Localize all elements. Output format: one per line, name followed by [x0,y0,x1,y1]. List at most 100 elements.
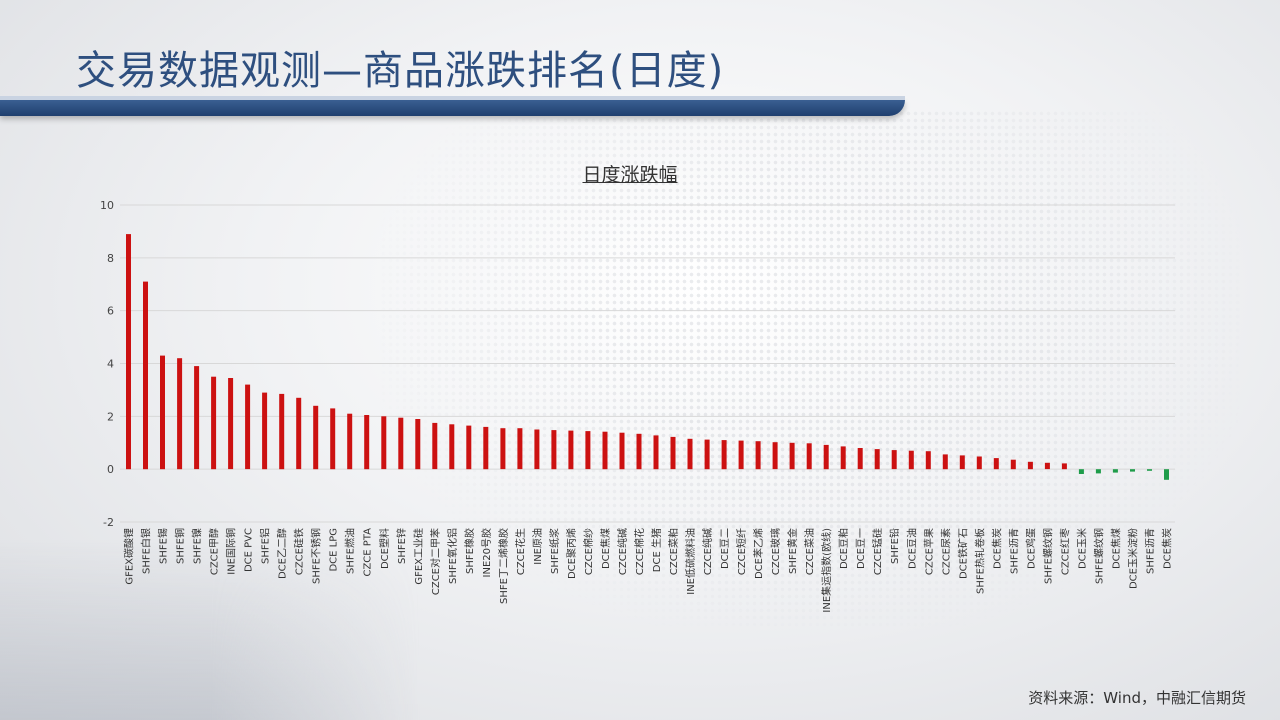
x-tick-label: SHFE铅 [888,528,901,564]
x-tick-label: CZCE甲醇 [208,528,221,575]
bar [704,439,710,470]
background-city-skyline [0,540,420,720]
bar [194,366,200,470]
x-tick-label: SHFE螺纹钢 [1041,528,1054,584]
bar [738,440,744,470]
x-tick-label: DCE苯乙烯 [752,528,765,579]
bar [636,433,642,470]
bar [568,430,574,470]
bar [1010,459,1016,470]
x-tick-label: DCE鸡蛋 [1024,528,1037,569]
y-tick-label: 6 [107,305,114,318]
x-tick-label: CZCE菜粕 [667,528,680,575]
bar [262,392,268,470]
bar [602,431,608,470]
y-tick-label: 8 [107,252,114,265]
page-title: 交易数据观测—商品涨跌排名(日度) [76,48,725,94]
bar [177,358,183,470]
bar [874,449,880,470]
x-tick-label: CZCE尿素 [939,528,952,575]
bar [211,376,217,470]
y-tick-label: 10 [100,199,114,212]
x-tick-label: SHFE黄金 [786,528,799,574]
bar [296,397,302,470]
x-tick-label: CZCE红枣 [1058,528,1071,575]
bar [619,432,625,470]
x-tick-label: CZCE锰硅 [871,528,884,575]
x-tick-label: DCE铁矿石 [956,528,969,579]
bar [891,450,897,470]
bar [772,442,778,470]
x-tick-label: DCE豆二 [719,528,731,569]
source-note: 资料来源：Wind，中融汇信期货 [1028,689,1246,707]
x-tick-label: SHFE橡胶 [463,528,476,574]
bar [364,415,370,470]
x-tick-label: SHFE锌 [395,528,408,564]
bar [466,425,472,470]
x-tick-label: CZCE棉花 [633,528,646,575]
x-tick-label: CZCE短纤 [735,528,748,575]
y-tick-label: 4 [107,358,114,371]
bar [1078,469,1084,474]
bar [160,355,165,470]
bar [500,428,506,470]
x-tick-label: SHFE氧化铝 [446,528,459,584]
bar [653,435,659,470]
x-tick-label: DCE豆一 [855,528,867,569]
bar [517,428,523,470]
bar [449,424,455,470]
x-tick-label: SHFE沥青 [1144,528,1157,574]
bar [1112,469,1118,473]
chart-title: 日度涨跌幅 [582,164,678,186]
bar [551,430,557,470]
x-tick-label: SHFE丁二烯橡胶 [497,528,510,604]
bar [228,378,234,470]
x-tick-label: DCE焦炭 [990,528,1003,569]
x-tick-label: SHFE螺纹钢 [1092,528,1105,584]
x-tick-label: GFEX碳酸锂 [123,528,136,585]
bar-series [126,234,1169,480]
bar [908,450,914,470]
x-tick-label: INE低硫燃料油 [684,528,697,595]
bar [432,422,438,470]
bar [789,442,795,470]
x-tick-label: GFEX工业硅 [412,528,425,585]
x-tick-label: CZCE PTA [363,528,374,577]
bar [755,441,761,470]
x-tick-label: SHFE纸浆 [548,528,561,574]
x-tick-label: CZCE硅铁 [293,528,306,575]
x-tick-label: DCE聚丙烯 [565,528,578,579]
bar [534,429,540,470]
x-tick-label: SHFE铜 [175,528,187,564]
bar [381,416,387,470]
bar [857,448,863,470]
bar [143,281,148,470]
bar [245,384,251,470]
bar [925,451,931,470]
x-tick-label: CZCE纯碱 [701,528,714,575]
x-tick-label: DCE豆粕 [837,528,850,569]
x-tick-label: DCE焦煤 [1109,528,1122,569]
bar [823,444,829,470]
x-tick-label: CZCE菜油 [803,528,816,575]
bar [993,458,999,470]
bar [1164,469,1169,480]
y-tick-label: 2 [107,410,114,423]
bar [330,408,336,470]
x-tick-label: DCE乙二醇 [276,528,289,579]
bar [398,417,404,470]
x-tick-label: DCE玉米淀粉 [1127,528,1140,589]
x-tick-label: DCE焦煤 [599,528,612,569]
bar [942,454,948,470]
x-tick-label: SHFE热轧卷板 [973,528,986,594]
bar [1147,469,1152,471]
bar [347,413,353,470]
bar [313,405,319,470]
x-tick-label: SHFE锡 [157,528,170,564]
x-tick-label: CZCE花生 [514,528,527,575]
background-world-map [380,110,1240,630]
header-band [0,96,905,116]
bar [1061,463,1067,470]
x-tick-label: DCE 生猪 [650,528,663,572]
